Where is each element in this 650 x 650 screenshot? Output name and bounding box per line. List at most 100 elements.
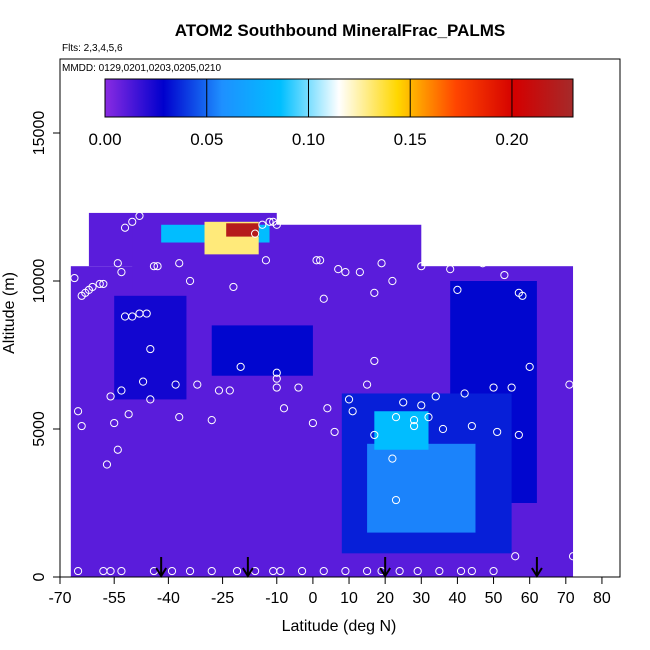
data-point [261, 256, 271, 265]
data-point [70, 273, 79, 283]
data-point [171, 380, 180, 389]
data-point [214, 386, 224, 395]
data-point [362, 380, 372, 389]
data-point [565, 380, 574, 389]
data-point [438, 424, 448, 434]
data-point [355, 268, 364, 277]
data-point [272, 368, 281, 377]
data-point [424, 413, 433, 422]
data-point [73, 407, 83, 416]
colorbar-tick-label: 0.05 [190, 130, 223, 149]
data-point [417, 401, 426, 410]
data-point [77, 421, 86, 431]
data-point [334, 265, 343, 274]
data-point [525, 362, 534, 371]
data-point [236, 362, 245, 371]
data-point [265, 217, 274, 226]
data-point [395, 566, 404, 576]
data-point [507, 383, 516, 392]
data-point [362, 566, 372, 576]
colorbar-tick-label: 0.15 [394, 130, 427, 149]
data-point [514, 430, 523, 440]
dates-note: MMDD: 0129,0201,0203,0205,0210 [62, 63, 221, 74]
data-point [489, 566, 498, 576]
arrow-marker [242, 557, 254, 578]
data-point [431, 392, 440, 401]
arrow-marker [531, 557, 543, 578]
data-point [153, 262, 162, 271]
data-point [175, 413, 184, 422]
x-tick-label: 10 [340, 590, 358, 607]
data-point [370, 430, 379, 440]
data-point [95, 279, 104, 289]
x-tick-label: -40 [157, 590, 180, 607]
data-point [319, 566, 328, 576]
data-point [113, 445, 122, 454]
data-point [167, 566, 177, 576]
y-tick-label: 5000 [31, 411, 48, 447]
data-point [149, 262, 159, 271]
data-point [348, 407, 357, 416]
x-tick-label: 60 [521, 590, 539, 607]
data-point [110, 418, 119, 428]
data-point [370, 356, 379, 366]
data-point [113, 259, 122, 268]
data-point [225, 386, 234, 395]
data-point [207, 416, 216, 425]
data-point [142, 309, 151, 318]
data-point [456, 566, 466, 576]
data-point [493, 427, 502, 437]
data-point [146, 344, 155, 354]
data-point [323, 404, 332, 413]
x-tick-label: -10 [265, 590, 288, 607]
data-point [99, 279, 108, 289]
data-point [117, 268, 126, 277]
y-axis-label: Altitude (m) [1, 272, 18, 354]
data-point [558, 238, 567, 247]
heatmap-cell [367, 443, 476, 533]
data-point [117, 566, 126, 576]
data-point [102, 460, 112, 469]
y-tick-label: 15000 [31, 111, 48, 156]
heatmap-layer [70, 212, 574, 577]
data-point [279, 404, 289, 413]
flights-note: Flts: 2,3,4,5,6 [62, 43, 123, 54]
data-point [467, 421, 476, 431]
data-point [207, 566, 216, 576]
data-point [297, 566, 307, 576]
x-tick-label: -25 [211, 590, 234, 607]
data-point [193, 380, 202, 389]
data-point [272, 383, 281, 392]
colorbar-gradient [104, 78, 574, 118]
data-point [308, 418, 318, 428]
data-point [460, 389, 469, 398]
data-point [330, 427, 339, 437]
data-point [316, 256, 325, 265]
data-point [388, 276, 397, 286]
x-tick-label: -55 [103, 590, 126, 607]
colorbar: 0.00 0.05 0.10 0.15 0.20 [88, 78, 574, 149]
data-point [272, 220, 281, 229]
data-point [106, 566, 115, 576]
data-point [312, 256, 321, 265]
data-point [258, 220, 267, 229]
data-point [478, 259, 487, 268]
colorbar-ticks: 0.00 0.05 0.10 0.15 0.20 [88, 79, 529, 149]
data-point [276, 566, 285, 576]
x-tick-label: 80 [593, 590, 611, 607]
colorbar-tick-label: 0.00 [88, 130, 121, 149]
data-point [175, 259, 184, 268]
observation-points [70, 211, 578, 576]
data-point [377, 259, 386, 268]
data-point [500, 270, 509, 280]
data-point [391, 413, 401, 422]
arrow-marker [155, 557, 168, 578]
x-tick-label: 50 [485, 590, 503, 607]
data-point [229, 282, 238, 292]
heatmap-cell [114, 295, 187, 400]
data-point [413, 566, 422, 576]
data-point [399, 398, 408, 407]
data-point [106, 392, 115, 401]
data-point [138, 377, 148, 386]
data-point [294, 383, 303, 392]
